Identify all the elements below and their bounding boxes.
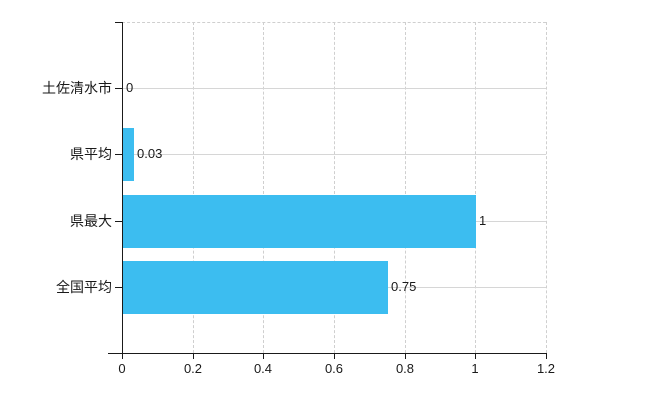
x-axis-tick — [475, 354, 476, 359]
x-axis-tick-label: 0.6 — [324, 361, 344, 376]
gridline-horizontal — [123, 88, 546, 89]
gridline-vertical — [193, 22, 194, 353]
y-axis-tick — [115, 287, 122, 288]
gridline-vertical — [334, 22, 335, 353]
x-axis-tick — [193, 354, 194, 359]
gridline-vertical — [405, 22, 406, 353]
bar — [123, 128, 134, 181]
x-axis-tick — [334, 354, 335, 359]
value-label: 1 — [479, 213, 487, 228]
y-axis-tick — [115, 221, 122, 222]
x-axis-tick-label: 1.2 — [536, 361, 556, 376]
x-axis-tick — [546, 354, 547, 359]
x-axis-tick — [263, 354, 264, 359]
category-label: 県最大 — [70, 213, 112, 229]
x-axis-tick-label: 0.2 — [183, 361, 203, 376]
x-axis-tick — [405, 354, 406, 359]
category-label: 土佐清水市 — [42, 80, 112, 96]
y-axis-line — [122, 22, 123, 354]
value-label: 0.75 — [391, 279, 417, 294]
y-axis-tick — [115, 88, 122, 89]
bar — [123, 261, 388, 314]
x-axis-tick-label: 0 — [118, 361, 126, 376]
x-axis-tick-label: 0.8 — [395, 361, 415, 376]
category-label: 全国平均 — [56, 279, 112, 295]
y-axis-top-tick — [115, 22, 122, 23]
y-axis-tick — [115, 154, 122, 155]
gridline-vertical — [475, 22, 476, 353]
gridline-vertical — [546, 22, 547, 353]
bar — [123, 195, 476, 248]
category-label: 県平均 — [70, 146, 112, 162]
value-label: 0 — [126, 80, 134, 95]
x-axis-line — [108, 353, 547, 354]
value-label: 0.03 — [137, 146, 163, 161]
x-axis-tick-label: 0.4 — [253, 361, 273, 376]
x-axis-tick — [122, 354, 123, 359]
x-axis-tick-label: 1 — [471, 361, 479, 376]
gridline-horizontal — [123, 154, 546, 155]
gridline-vertical — [263, 22, 264, 353]
